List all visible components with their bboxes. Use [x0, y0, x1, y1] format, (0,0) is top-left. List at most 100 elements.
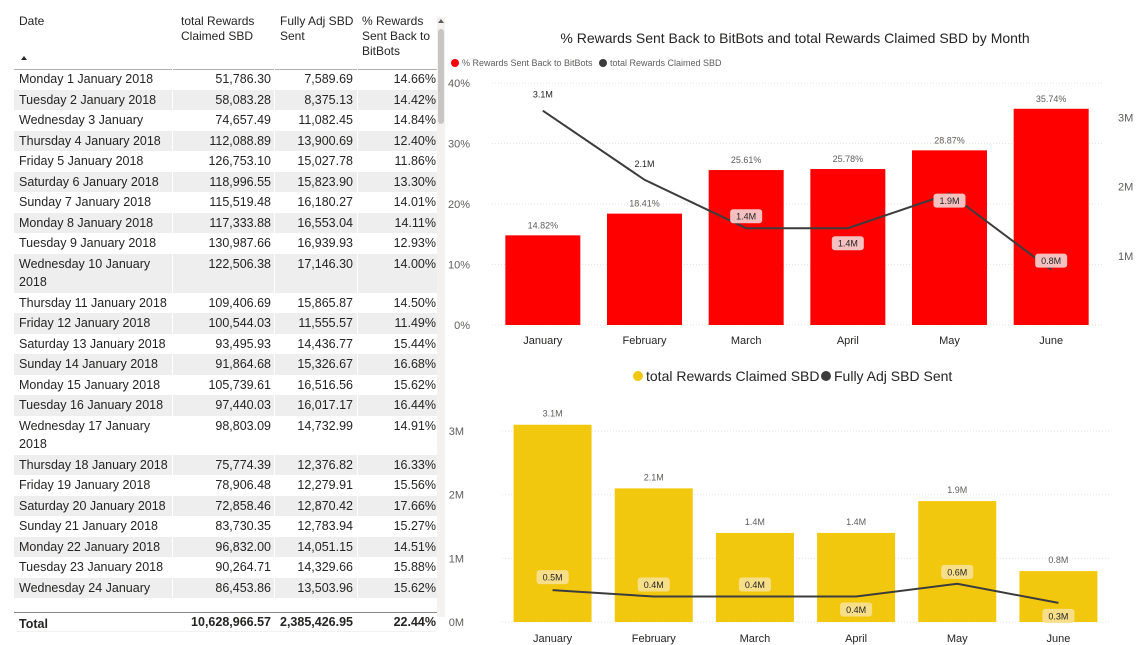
chart1-line-path: [542, 109, 1052, 271]
chart2-line: [552, 582, 1059, 604]
table-row[interactable]: Friday 12 January 2018 100,544.03 11,555.5…: [14, 313, 438, 334]
cell-date: Friday 12 January 2018: [19, 316, 151, 330]
chart1-x-tick: January: [523, 335, 563, 347]
vertical-scrollbar[interactable]: [437, 17, 445, 617]
table-row[interactable]: Friday 5 January 2018 126,753.10 15,027.78…: [14, 151, 438, 172]
table-row[interactable]: Monday 15 January 2018 105,739.61 16,516.5…: [14, 374, 438, 395]
table-row[interactable]: Tuesday 16 January 2018 97,440.03 16,017.1…: [14, 395, 438, 416]
cell-fully-adj: 12,376.82: [297, 457, 353, 472]
cell-total-rewards: 75,774.39: [215, 457, 271, 472]
column-divider: [357, 333, 358, 354]
cell-total-rewards: 91,864.68: [215, 357, 271, 371]
cell-date: Monday 15 January 2018: [19, 377, 161, 392]
table-row[interactable]: Thursday 4 January 2018 112,088.89 13,900.…: [14, 130, 438, 151]
table-row[interactable]: Tuesday 2 January 2018 58,083.28 8,375.13 1…: [14, 89, 438, 110]
cell-pct-rewards: 14.84%: [393, 113, 436, 127]
column-divider: [357, 313, 358, 334]
column-header-total-rewards[interactable]: total Rewards Claimed SBD: [181, 14, 255, 43]
chart1-line-label: 1.4M: [736, 212, 756, 222]
cell-pct-rewards: 16.33%: [393, 457, 436, 472]
cell-fully-adj: 7,589.69: [304, 72, 353, 86]
table-row[interactable]: Wednesday 10 January 2018 122,506.38 17,14…: [14, 253, 438, 293]
cell-date: Friday 5 January 2018: [19, 154, 144, 168]
chart1-bar-label: 18.41%: [629, 199, 660, 209]
chart1-line-label-bg: [730, 209, 763, 224]
table-total-row: Total 10,628,966.57 2,385,426.95 22.44%: [14, 612, 438, 631]
table-row[interactable]: Sunday 14 January 2018 91,864.68 15,326.67…: [14, 354, 438, 375]
chart2-legend-adj[interactable]: Fully Adj SBD Sent: [834, 368, 952, 384]
column-divider: [274, 557, 275, 578]
column-divider: [172, 313, 173, 334]
chart-rewards-claimed-by-month[interactable]: total Rewards Claimed SBD Fully Adj SBD …: [448, 362, 1144, 645]
cell-fully-adj: 14,051.15: [297, 539, 353, 554]
chart2-legend-rewards[interactable]: total Rewards Claimed SBD: [646, 368, 820, 384]
scroll-up-icon[interactable]: [438, 19, 444, 23]
chart1-line-labels: 3.1M 2.1M 1.4M 1.4M 1.9M 0.8M: [533, 90, 1068, 268]
table-row[interactable]: Wednesday 3 January 201874,657.4911,082.…: [14, 110, 438, 145]
sort-ascending-icon[interactable]: [21, 56, 27, 60]
cell-fully-adj: 16,017.17: [297, 398, 353, 412]
column-divider: [274, 292, 275, 313]
cell-pct-rewards: 16.44%: [393, 398, 436, 412]
cell-date: Monday 8 January 2018: [19, 215, 154, 230]
cell-pct-rewards: 14.01%: [393, 195, 436, 209]
table-row[interactable]: Monday 8 January 2018 117,333.88 16,553.04…: [14, 212, 438, 233]
table-row[interactable]: Saturday 20 January 2018 72,858.46 12,870.…: [14, 495, 438, 516]
column-header-pct-rewards[interactable]: % Rewards Sent Back to BitBots: [362, 14, 431, 58]
cell-pct-rewards: 15.62%: [393, 580, 436, 595]
cell-total-rewards: 83,730.35: [215, 519, 271, 533]
column-header-date[interactable]: Date: [19, 14, 45, 28]
cell-date: Tuesday 16 January 2018: [19, 398, 164, 412]
column-divider: [172, 415, 173, 455]
cell-fully-adj: 12,279.91: [297, 478, 353, 492]
chart-pct-rewards-by-month[interactable]: % Rewards Sent Back to BitBots and total…: [448, 20, 1144, 355]
table-row[interactable]: Monday 22 January 2018 96,832.00 14,051.15…: [14, 536, 438, 557]
cell-total-rewards: 117,333.88: [209, 215, 271, 230]
table-row[interactable]: Sunday 7 January 2018 115,519.48 16,180.27…: [14, 192, 438, 213]
cell-pct-rewards: 15.44%: [393, 336, 436, 351]
column-divider: [172, 516, 173, 537]
column-divider: [274, 395, 275, 416]
cell-pct-rewards: 14.50%: [393, 295, 436, 310]
chart1-bar-label: 25.78%: [833, 154, 864, 164]
chart2-y-axis: 0M 1M 2M 3M: [449, 426, 464, 629]
table-row[interactable]: Saturday 6 January 2018 118,996.55 15,823.…: [14, 171, 438, 192]
cell-date: Saturday 13 January 2018: [19, 336, 166, 351]
column-divider: [274, 536, 275, 557]
chart1-line-label: 3.1M: [533, 90, 553, 100]
chart1-legend-rewards[interactable]: total Rewards Claimed SBD: [610, 58, 722, 68]
table-row[interactable]: Monday 1 January 2018 51,786.30 7,589.69 14…: [14, 69, 438, 90]
cell-total-rewards: 72,858.46: [215, 498, 271, 513]
cell-fully-adj: 17,146.30: [297, 256, 353, 271]
column-header-fully-adj[interactable]: Fully Adj SBD Sent: [280, 14, 354, 43]
chart1-x-tick: June: [1039, 335, 1063, 347]
horizontal-scrollbar[interactable]: [16, 631, 436, 632]
chart2-bar-label: 2.1M: [644, 472, 664, 482]
table-row[interactable]: Wednesday 24 January 86,453.86 13,503.96 15…: [14, 577, 438, 598]
table-row[interactable]: Wednesday 17 January 2018 98,803.09 14,732…: [14, 415, 438, 455]
table-row[interactable]: Friday 19 January 2018 78,906.48 12,279.91…: [14, 475, 438, 496]
chart2-line-path: [552, 582, 1059, 604]
chart2-line-label: 0.5M: [543, 573, 563, 583]
table-row[interactable]: Thursday 18 January 2018 75,774.39 12,376.…: [14, 454, 438, 475]
chart2-bar: [715, 532, 794, 622]
vertical-scrollbar-thumb[interactable]: [438, 29, 444, 124]
table-row[interactable]: Thursday 11 January 2018 109,406.69 15,865…: [14, 292, 438, 313]
table-row[interactable]: Tuesday 9 January 2018 130,987.66 16,939.9…: [14, 233, 438, 254]
chart1-bar: [1013, 108, 1089, 325]
cell-fully-adj: 15,326.67: [297, 357, 353, 371]
column-divider: [172, 495, 173, 516]
cell-fully-adj: 12,870.42: [297, 498, 353, 513]
chart2-x-tick: May: [947, 633, 968, 645]
table-row[interactable]: Saturday 13 January 2018 93,495.93 14,436.…: [14, 333, 438, 354]
chart2-x-tick: April: [845, 633, 867, 645]
chart1-bars: [505, 108, 1089, 325]
chart1-legend-pct[interactable]: % Rewards Sent Back to BitBots: [462, 58, 593, 68]
chart2-bar-label: 3.1M: [543, 409, 563, 419]
table-row[interactable]: Tuesday 23 January 2018 90,264.71 14,329.6…: [14, 557, 438, 578]
chart1-y-tick-right: 3M: [1118, 113, 1133, 125]
column-divider: [274, 69, 275, 90]
cell-fully-adj: 16,516.56: [297, 377, 353, 392]
cell-total-rewards: 97,440.03: [215, 398, 271, 412]
table-row[interactable]: Sunday 21 January 2018 83,730.35 12,783.94…: [14, 516, 438, 537]
